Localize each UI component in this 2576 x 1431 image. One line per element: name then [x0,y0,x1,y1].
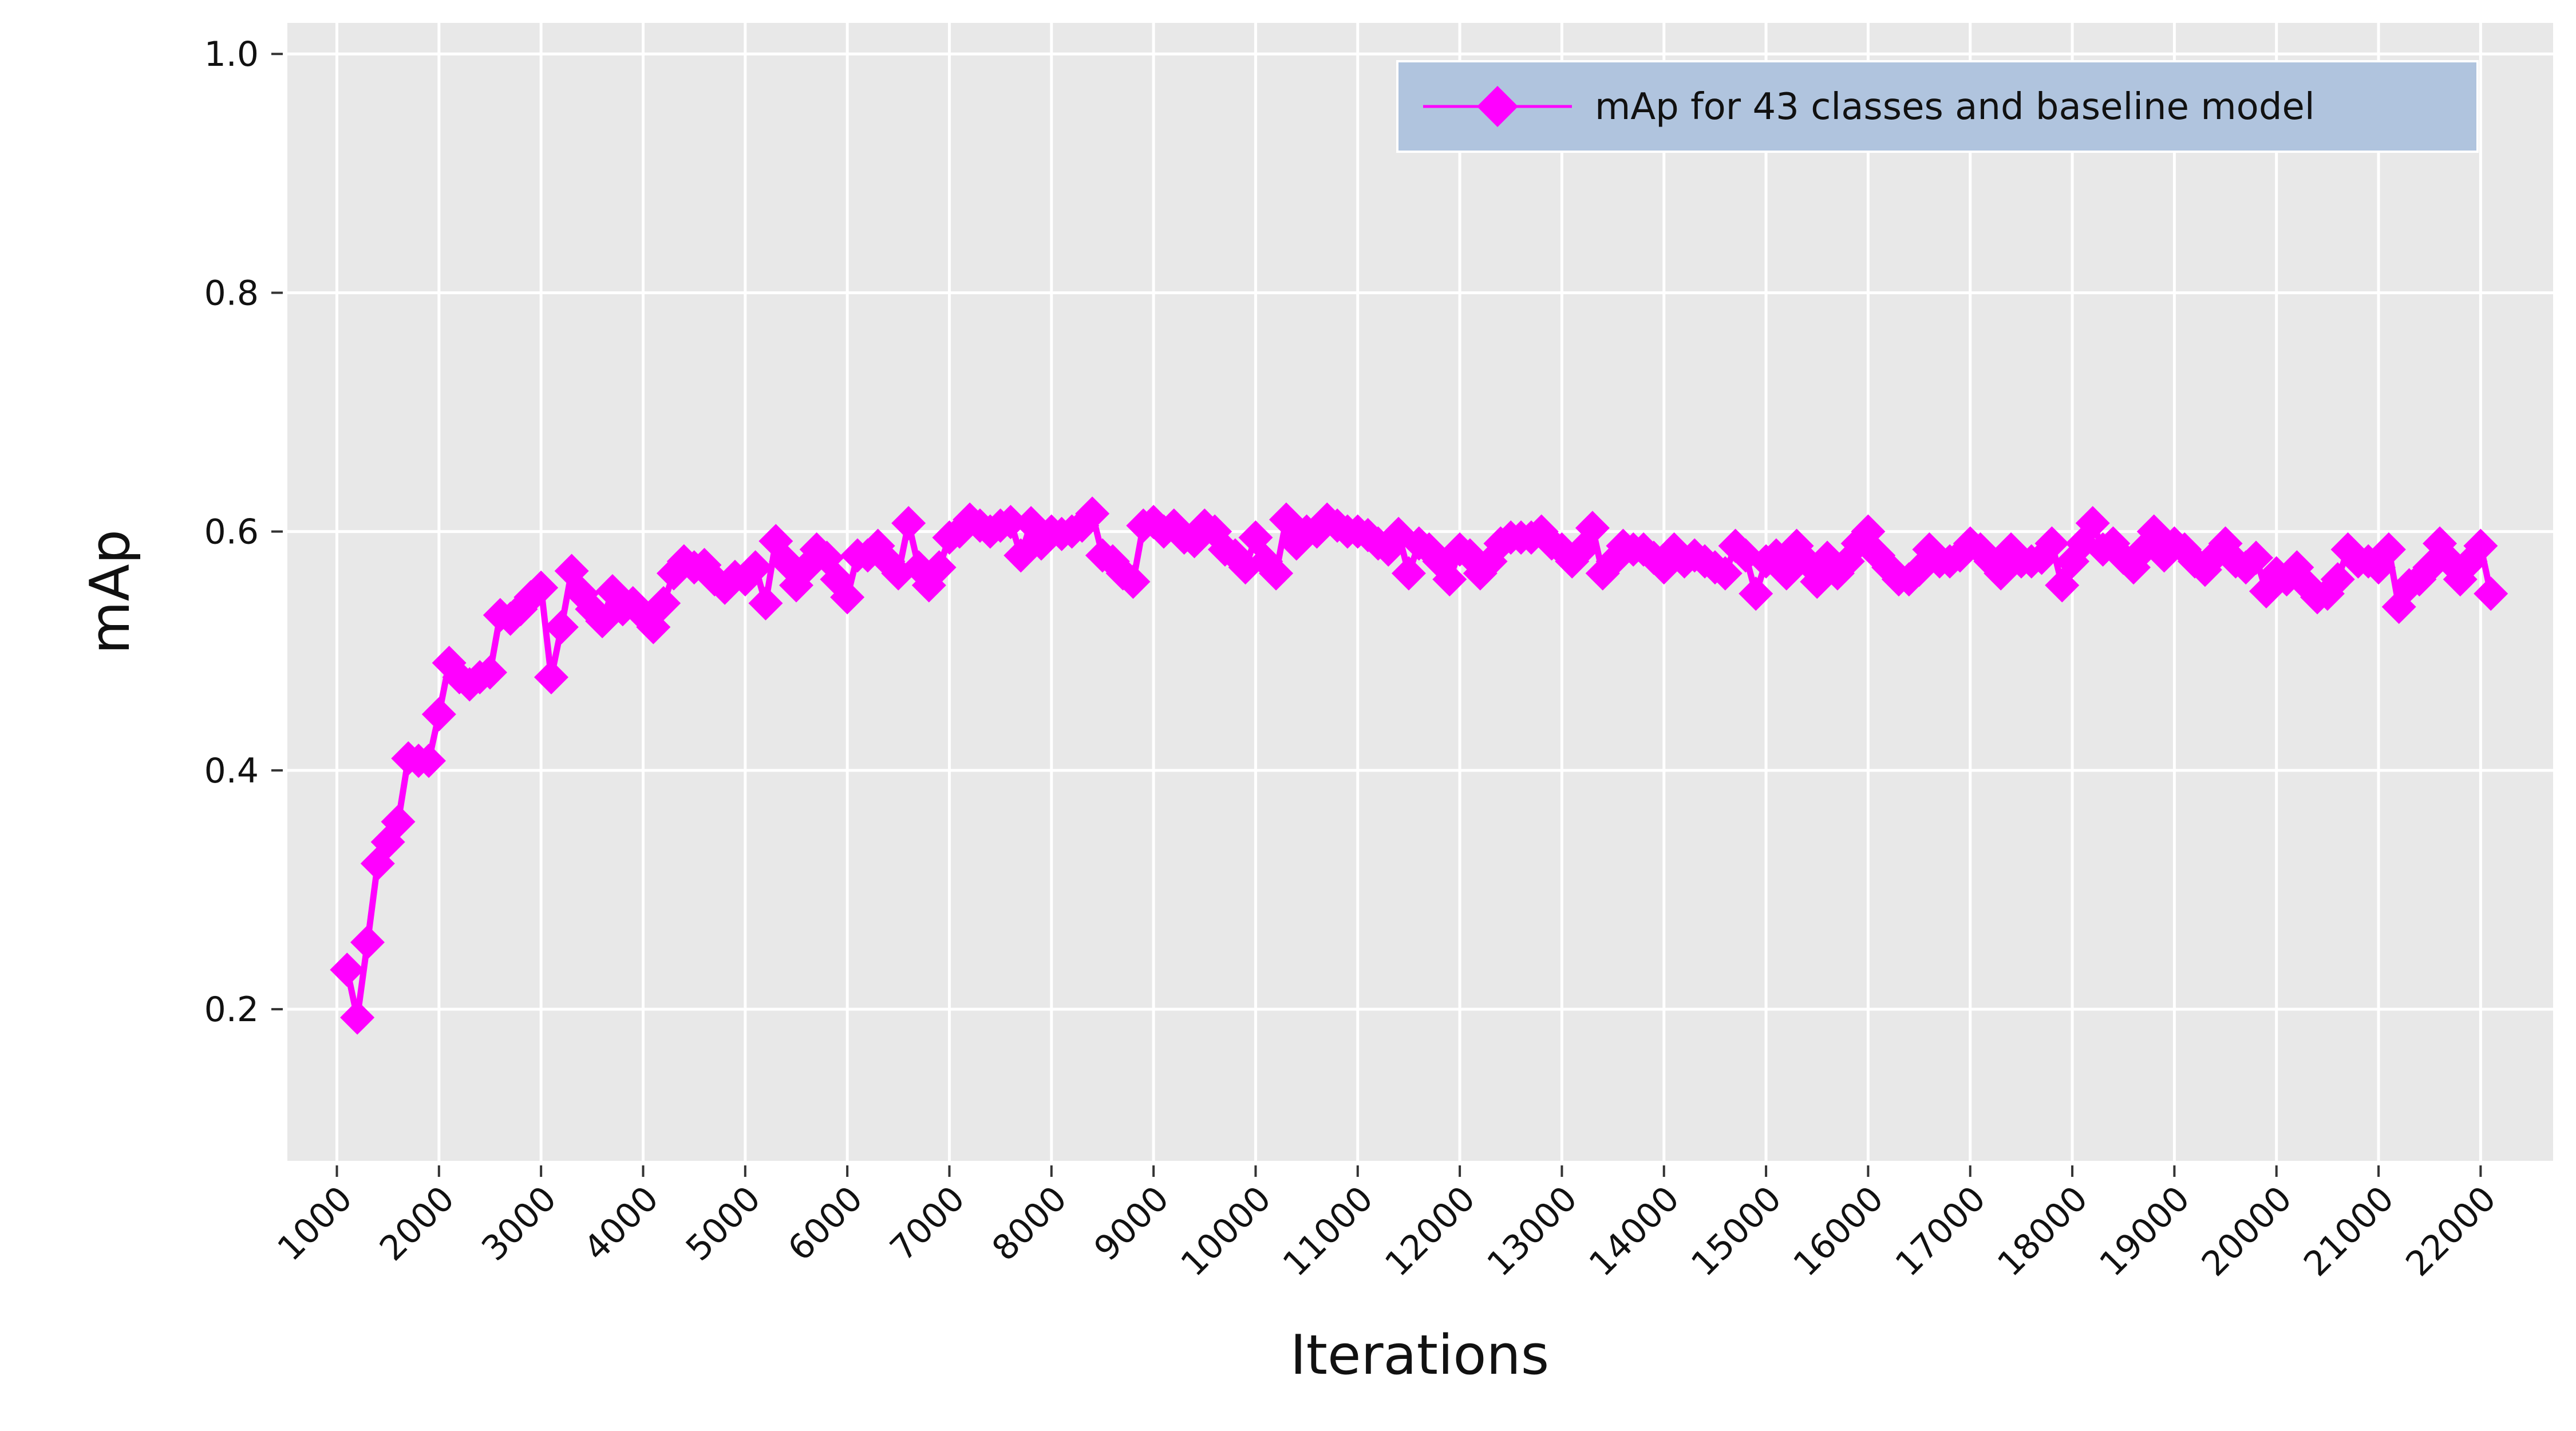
legend: mAp for 43 classes and baseline model [1396,60,2479,153]
x-tick-label: 20000 [2194,1179,2300,1284]
x-tick-label: 9000 [1086,1179,1176,1268]
x-tick-label: 16000 [1786,1179,1891,1284]
data-point [1575,511,1610,545]
x-tick-label: 5000 [678,1179,768,1268]
data-point [2371,532,2406,567]
series [330,496,2508,1035]
x-tick-label: 7000 [883,1179,973,1268]
data-point [646,586,681,620]
y-tick-label: 1.0 [204,34,259,74]
data-point [544,610,579,645]
x-tick-label: 22000 [2399,1179,2504,1284]
x-tick-label: 17000 [1888,1179,1993,1284]
data-point [2320,562,2355,597]
data-point [2474,576,2508,611]
data-point [1075,496,1110,531]
data-point [1739,576,1773,611]
x-tick-label: 4000 [576,1179,666,1268]
data-point [2034,526,2069,561]
x-axis-label: Iterations [1290,1324,1549,1387]
legend-marker [1477,86,1518,127]
x-tick-label: 13000 [1480,1179,1585,1284]
x-tick-label: 8000 [985,1179,1074,1268]
y-tick-label: 0.4 [204,751,259,791]
y-axis-label: mAp [79,529,142,654]
legend-label: mAp for 43 classes and baseline model [1595,86,2315,128]
data-point [381,804,416,839]
x-tick-label: 14000 [1582,1179,1687,1284]
x-tick-label: 2000 [372,1179,462,1268]
data-point [472,655,507,690]
data-point [1259,556,1294,591]
data-point [748,586,783,620]
data-point [1432,562,1467,597]
data-point [1708,556,1743,591]
data-point [830,580,865,615]
x-tick-label: 18000 [1990,1179,2095,1284]
data-point [891,506,926,541]
data-point [340,1000,375,1035]
x-tick-label: 12000 [1377,1179,1483,1284]
data-point [350,925,385,960]
x-tick-label: 6000 [780,1179,870,1268]
data-point [2239,540,2274,575]
x-tick-label: 21000 [2296,1179,2401,1284]
x-tick-label: 11000 [1275,1179,1381,1284]
data-point [993,504,1028,539]
data-point [922,550,957,585]
x-tick-label: 3000 [474,1179,564,1268]
x-tick-label: 10000 [1174,1179,1279,1284]
data-point [524,570,559,605]
data-point [2249,574,2283,608]
data-point [554,554,589,588]
data-point [2075,506,2110,541]
x-tick-label: 1000 [270,1179,360,1268]
data-point [738,550,773,585]
legend-box [1396,60,2479,153]
data-point [411,744,446,778]
data-point [2463,528,2498,563]
y-tick-label: 0.6 [204,512,259,552]
x-tick-label: 15000 [1684,1179,1789,1284]
data-point [534,660,568,695]
data-point [1391,556,1426,591]
y-tick-label: 0.2 [204,990,259,1030]
data-point [1116,564,1151,599]
x-tick-label: 19000 [2092,1179,2198,1284]
data-point [330,952,365,987]
data-point [421,697,456,732]
y-tick-label: 0.8 [204,273,259,313]
